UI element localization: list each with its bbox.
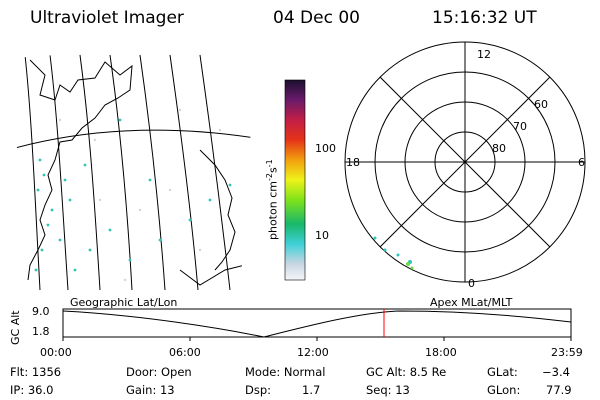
flight-number: Flt: 1356 <box>10 365 62 379</box>
timeline-ytick-9: 9.0 <box>32 305 50 318</box>
dsp-value: 1.7 <box>302 383 321 397</box>
mlat-label-60: 60 <box>534 98 548 111</box>
colorbar-tick-10: 10 <box>315 229 329 242</box>
colorbar-tick-100: 100 <box>315 142 336 155</box>
mlt-label-18: 18 <box>346 156 360 169</box>
mlt-label-0: 0 <box>468 277 475 290</box>
timeline-xtick-0000: 00:00 <box>40 346 72 359</box>
door-status: Door: Open <box>126 365 192 379</box>
timeline-xtick-0600: 06:00 <box>169 346 201 359</box>
glon-label: GLon: <box>487 383 521 397</box>
glat-label: GLat: <box>487 365 518 379</box>
dsp-label: Dsp: <box>245 383 272 397</box>
gc-altitude: GC Alt: 8.5 Re <box>366 365 447 379</box>
mlat-label-80: 80 <box>492 142 506 155</box>
mode-status: Mode: Normal <box>245 365 326 379</box>
sequence-number: Seq: 13 <box>366 383 410 397</box>
mlat-label-70: 70 <box>513 120 527 133</box>
timeline-xtick-2359: 23:59 <box>551 346 583 359</box>
observation-date: 04 Dec 00 <box>273 8 360 28</box>
instrument-title: Ultraviolet Imager <box>30 8 184 28</box>
ip-value: IP: 36.0 <box>10 383 54 397</box>
glat-value: −3.4 <box>542 365 570 379</box>
timeline-ytick-1-8: 1.8 <box>32 325 50 338</box>
timeline-xtick-1200: 12:00 <box>297 346 329 359</box>
mlt-label-12: 12 <box>477 48 491 61</box>
mlt-label-6: 6 <box>578 156 585 169</box>
geographic-caption: Geographic Lat/Lon <box>70 296 178 309</box>
glon-value: 77.9 <box>546 383 572 397</box>
apex-caption: Apex MLat/MLT <box>430 296 513 309</box>
gain-value: Gain: 13 <box>126 383 175 397</box>
observation-time: 15:16:32 UT <box>432 8 537 28</box>
timeline-xtick-1800: 18:00 <box>425 346 457 359</box>
colorbar <box>284 79 306 281</box>
